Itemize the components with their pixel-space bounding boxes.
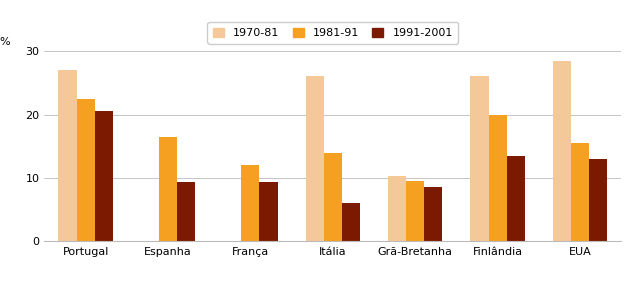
Bar [553,61,571,241]
Bar [159,137,177,241]
Bar [470,76,489,241]
Bar [77,99,94,241]
Bar [589,159,607,241]
Bar [388,176,406,241]
Bar [259,182,278,241]
Text: %: % [0,37,10,47]
Bar [406,181,424,241]
Bar [58,70,77,241]
Bar [507,156,525,241]
Bar [424,187,443,241]
Bar [324,153,342,241]
Bar [571,143,589,241]
Bar [306,76,324,241]
Bar [489,114,507,241]
Bar [242,165,259,241]
Bar [342,203,360,241]
Legend: 1970-81, 1981-91, 1991-2001: 1970-81, 1981-91, 1991-2001 [207,22,458,44]
Bar [94,111,113,241]
Bar [177,182,195,241]
